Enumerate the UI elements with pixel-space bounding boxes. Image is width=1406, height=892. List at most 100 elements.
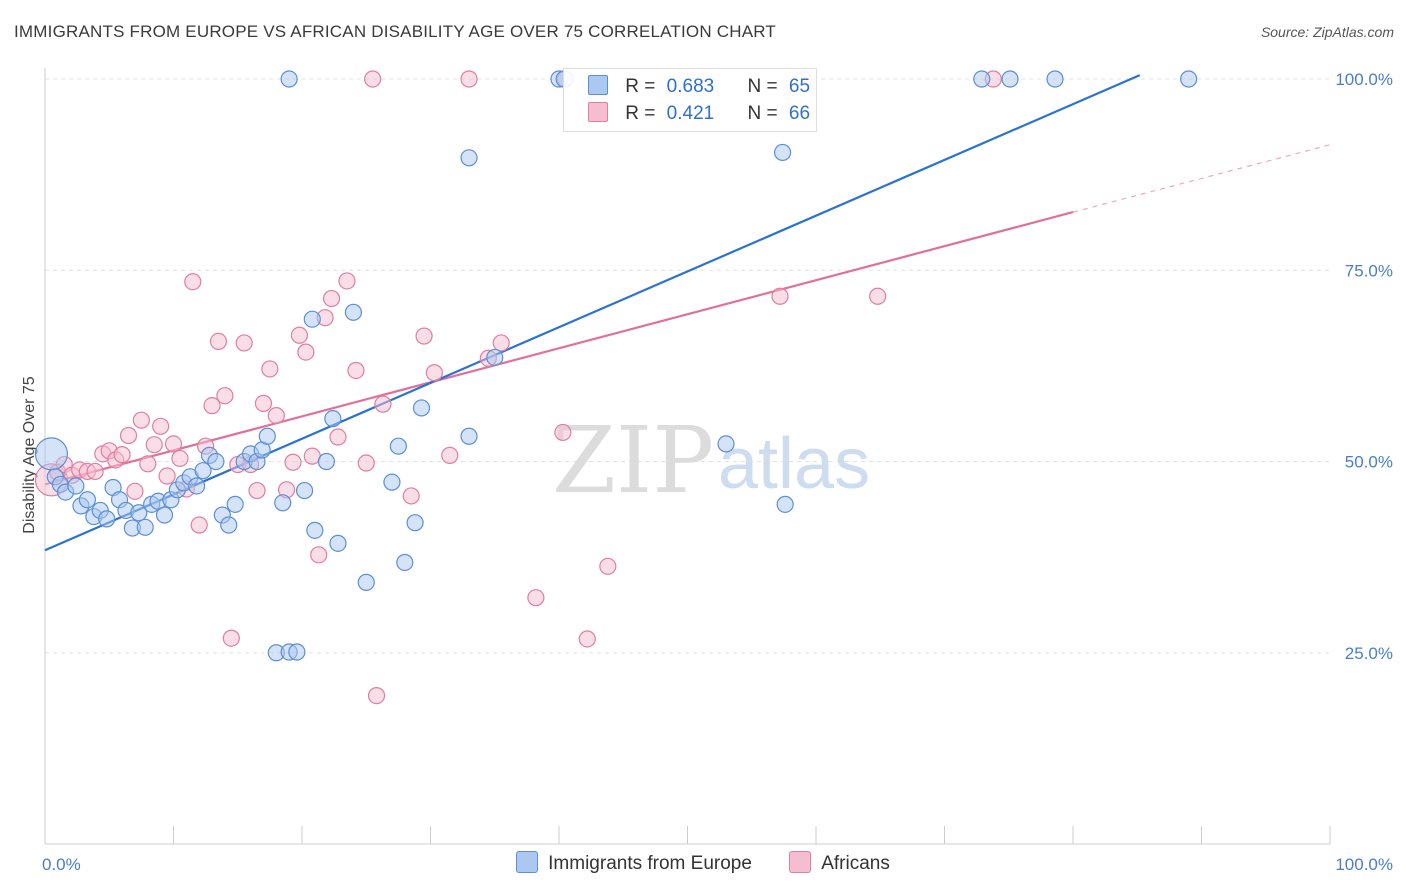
africans-point (164, 435, 183, 453)
africans-point (261, 360, 279, 378)
europe-point (973, 70, 991, 88)
legend-europe-label: Immigrants from Europe (548, 853, 752, 874)
africans-point (113, 446, 131, 464)
europe-n-value: 65 (788, 76, 811, 97)
africans-point (347, 361, 365, 380)
africans-point (310, 546, 328, 564)
africans-point (284, 453, 302, 471)
trend-line-europe (44, 74, 1141, 552)
europe-point (396, 553, 414, 572)
y-axis-title: Disability Age Over 75 (21, 376, 38, 534)
europe-point (383, 473, 401, 491)
africans-point (527, 589, 545, 607)
africans-point (290, 326, 309, 344)
europe-point (226, 495, 244, 513)
africans-point (578, 630, 596, 648)
africans-point (599, 557, 617, 575)
europe-point (155, 506, 174, 524)
africans-swatch (588, 102, 608, 122)
africans-point (184, 273, 202, 291)
africans-point (222, 629, 240, 647)
africans-point (209, 332, 228, 350)
europe-point (194, 462, 212, 480)
europe-point (280, 70, 298, 88)
africans-point (322, 289, 341, 308)
europe-r-label: R = (625, 76, 656, 97)
x-tick-label: 0.0% (42, 855, 81, 874)
africans-point (554, 423, 572, 442)
europe-point (207, 452, 225, 471)
europe-point (389, 437, 407, 455)
africans-point (869, 287, 887, 305)
x-tick-labels: 0.0% 100.0% (42, 855, 1393, 874)
africans-point (216, 387, 234, 405)
europe-point (78, 491, 97, 509)
africans-point (139, 455, 157, 473)
legend-europe-swatch (516, 851, 539, 873)
watermark-atlas: atlas (718, 424, 870, 504)
europe-point (717, 435, 735, 453)
africans-point (492, 334, 510, 352)
africans-point (441, 446, 459, 464)
stats-legend: R = 0.683 N = 65 R = 0.421 N = 66 (563, 68, 817, 132)
europe-swatch (588, 75, 608, 95)
trend-line-africans (44, 211, 1074, 486)
africans-point (158, 467, 176, 485)
africans-r-value: 0.421 (666, 103, 715, 124)
stats-legend-row-europe: R = 0.683 N = 65 (588, 75, 810, 99)
series-legend: Immigrants from Europe Africans (0, 851, 1406, 875)
europe-point (130, 504, 148, 522)
y-tick-labels: 25.0% 50.0% 75.0% 100.0% (1335, 70, 1393, 663)
africans-point (402, 487, 420, 505)
europe-point (317, 452, 336, 471)
stats-legend-row-africans: R = 0.421 N = 66 (588, 102, 810, 126)
africans-point (190, 516, 208, 534)
europe-point (67, 477, 85, 495)
europe-point (357, 573, 375, 591)
africans-point (267, 407, 285, 425)
africans-r-label: R = (625, 103, 656, 124)
trend-line-africans-extension (1072, 144, 1331, 213)
europe-point (486, 348, 504, 367)
y-tick-label: 50.0% (1345, 453, 1393, 472)
africans-point (367, 686, 386, 705)
africans-point (132, 411, 150, 429)
europe-point (1046, 70, 1064, 88)
africans-n-label: N = (747, 103, 778, 124)
europe-point (136, 518, 154, 536)
europe-point (288, 643, 306, 661)
europe-point (460, 149, 478, 167)
europe-point (460, 427, 478, 445)
africans-n-value: 66 (788, 103, 811, 124)
africans-point (460, 70, 478, 88)
africans-point (771, 287, 789, 305)
africans-point (364, 70, 382, 88)
y-tick-label: 25.0% (1345, 644, 1393, 663)
europe-point (98, 510, 116, 528)
europe-point (303, 310, 321, 328)
africans-point (297, 343, 315, 361)
africans-point (119, 426, 138, 445)
africans-point (329, 428, 347, 446)
legend-item-europe[interactable]: Immigrants from Europe (516, 851, 752, 875)
watermark-zip: ZIP (552, 407, 714, 514)
legend-africans-label: Africans (821, 853, 890, 874)
legend-item-africans[interactable]: Africans (789, 851, 890, 875)
grid-lines (45, 78, 1330, 654)
europe-point (324, 410, 342, 428)
europe-point (306, 521, 324, 539)
europe-point (220, 516, 238, 534)
africans-point (152, 417, 170, 435)
europe-r-value: 0.683 (666, 76, 715, 97)
europe-point (188, 477, 206, 495)
y-tick-label: 100.0% (1335, 70, 1393, 89)
europe-point (344, 303, 362, 321)
africans-point (171, 449, 189, 468)
africans-point (374, 395, 392, 413)
africans-point (338, 272, 356, 290)
europe-point (295, 481, 314, 500)
europe-point (412, 399, 431, 417)
watermark: ZIP atlas (552, 407, 870, 514)
africans-point (86, 462, 104, 481)
